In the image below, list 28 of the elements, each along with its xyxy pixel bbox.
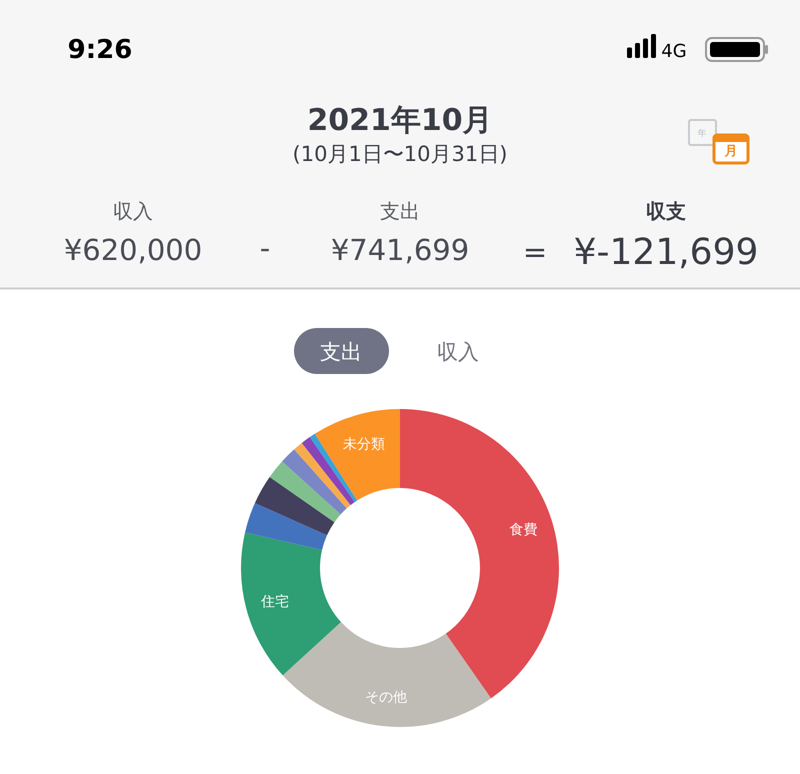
text: ¥741,699 [330, 233, 470, 267]
donut-slice [241, 532, 341, 676]
text: 収支 [646, 199, 686, 223]
text: 4G [661, 41, 687, 62]
slice-label: 住宅 [260, 594, 289, 610]
slice-label: その他 [364, 690, 407, 706]
text: 月 [724, 144, 738, 159]
donut-slice [282, 622, 492, 727]
text: 収入 [437, 340, 479, 364]
slice-label: 食費 [510, 522, 538, 538]
text: 年 [698, 128, 706, 139]
chart-title: 2021年10月 [307, 103, 493, 138]
text: 支出 [320, 340, 362, 364]
donut-slice [245, 503, 327, 550]
donut-slice [310, 434, 358, 502]
chart-subtitle: (10月1日〜10月31日) [292, 142, 508, 166]
text: 支出 [380, 199, 420, 223]
text: = [522, 235, 548, 269]
text: - [260, 231, 270, 265]
text: ¥-121,699 [574, 232, 758, 273]
slice-label: 未分類 [342, 436, 385, 453]
text: 収入 [113, 199, 153, 223]
donut-slice [314, 409, 400, 500]
text: 9:26 [68, 35, 132, 65]
donut-slice [270, 461, 341, 522]
donut-slice [282, 449, 347, 514]
text: ¥620,000 [64, 233, 202, 267]
donut-slice [254, 476, 334, 536]
